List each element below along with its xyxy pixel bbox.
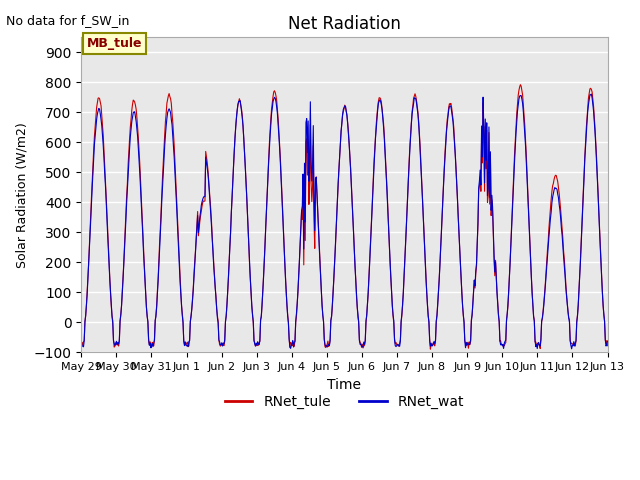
RNet_wat: [141, 279, 148, 285]
RNet_wat: [604, 338, 611, 344]
RNet_tule: [408, 108, 416, 114]
Text: No data for f_SW_in: No data for f_SW_in: [6, 14, 130, 27]
RNet_tule: [516, 82, 524, 87]
RNet_tule: [141, 276, 148, 282]
Y-axis label: Solar Radiation (W/m2): Solar Radiation (W/m2): [15, 122, 28, 268]
RNet_tule: [424, 301, 431, 307]
RNet_wat: [568, 346, 575, 352]
RNet_tule: [222, 313, 230, 319]
Text: MB_tule: MB_tule: [86, 37, 142, 50]
RNet_tule: [604, 343, 611, 348]
RNet_tule: [426, 346, 434, 352]
RNet_wat: [195, 229, 202, 235]
RNet_wat: [222, 313, 230, 319]
RNet_tule: [195, 233, 202, 239]
RNet_wat: [408, 111, 416, 117]
RNet_wat: [588, 91, 595, 97]
Line: RNet_wat: RNet_wat: [81, 94, 607, 349]
X-axis label: Time: Time: [328, 377, 362, 392]
Line: RNet_tule: RNet_tule: [81, 84, 607, 349]
RNet_wat: [87, 216, 95, 222]
Title: Net Radiation: Net Radiation: [288, 15, 401, 33]
Legend: RNet_tule, RNet_wat: RNet_tule, RNet_wat: [219, 389, 470, 415]
RNet_wat: [424, 302, 431, 308]
RNet_wat: [77, 338, 85, 344]
RNet_tule: [87, 209, 95, 215]
RNet_tule: [77, 341, 85, 347]
